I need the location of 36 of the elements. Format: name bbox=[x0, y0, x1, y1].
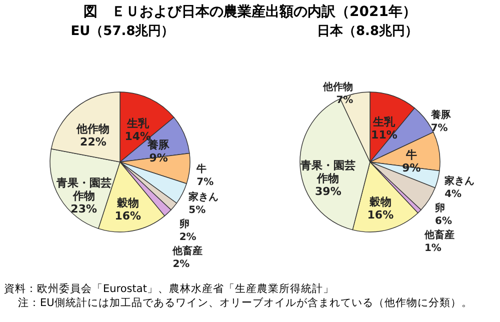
data-label: 16% bbox=[367, 208, 394, 222]
slice-label: 青果・園芸作物 bbox=[55, 176, 112, 202]
slice-label: 家きん bbox=[444, 175, 475, 188]
data-label: 23% bbox=[70, 202, 98, 216]
slice-label: 青果・園芸作物 bbox=[300, 158, 356, 185]
slice-label: 他畜産 bbox=[172, 244, 203, 257]
data-label: 2% bbox=[172, 258, 190, 270]
slice-label: 穀物 bbox=[368, 196, 392, 209]
chart-subtitle: EU（57.8兆円） bbox=[70, 23, 176, 41]
data-label: 22% bbox=[80, 136, 106, 149]
data-label: 7% bbox=[430, 122, 448, 134]
slice-label: 他作物 bbox=[76, 122, 110, 136]
text: 図 ＥＵおよび日本の農業産出額の内訳（2021年） bbox=[82, 2, 418, 22]
data-label: 1% bbox=[424, 243, 442, 254]
slice-label: 穀物 bbox=[116, 196, 139, 210]
data-label: 7% bbox=[196, 177, 214, 188]
slice-label: 牛 bbox=[404, 148, 417, 162]
data-label: 6% bbox=[435, 216, 452, 228]
text: 資料：欧州委員会「Eurostat」、農林水産省「生産農業所得統計」 bbox=[4, 282, 335, 296]
slice-label: 他畜産 bbox=[423, 229, 454, 242]
data-label: 4% bbox=[444, 189, 462, 200]
chart-subtitle: 日本（8.8兆円） bbox=[316, 23, 420, 41]
slice-label: 生乳 bbox=[372, 115, 396, 128]
data-label: 2% bbox=[179, 232, 196, 243]
text: 注：EU側統計には加工品であるワイン、オリーブオイルが含まれている（他作物に分類）。 bbox=[17, 296, 474, 310]
slice-label: 牛 bbox=[196, 163, 207, 176]
slice-label: 家きん bbox=[188, 190, 219, 203]
slice-label: 生乳 bbox=[126, 116, 150, 130]
slice-label: 養豚 bbox=[430, 108, 452, 121]
slice-label: 卵 bbox=[178, 218, 190, 230]
slice-label: 卵 bbox=[434, 202, 446, 214]
data-label: 39% bbox=[315, 184, 342, 198]
slice-label: 他作物 bbox=[322, 80, 354, 93]
data-label: 5% bbox=[188, 204, 206, 216]
data-label: 16% bbox=[114, 209, 142, 222]
slice-label: 養豚 bbox=[146, 138, 171, 152]
